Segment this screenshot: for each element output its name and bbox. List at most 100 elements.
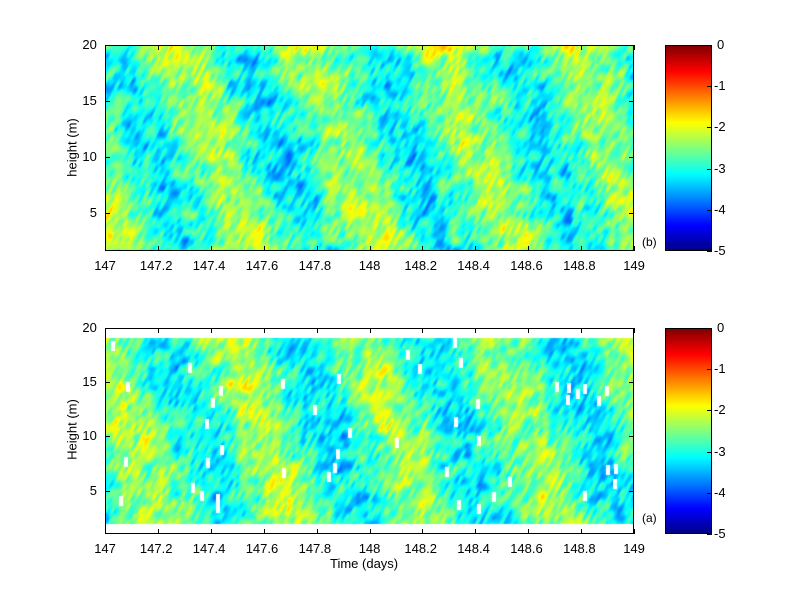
y-tick <box>105 156 110 158</box>
y-tick-label: 5 <box>89 204 97 220</box>
x-tick <box>475 529 477 534</box>
x-tick <box>369 529 371 534</box>
colorbar <box>665 328 711 534</box>
x-tick-label: 147 <box>94 541 116 556</box>
x-tick-label: 147.8 <box>298 258 332 273</box>
x-tick-label: 147.6 <box>245 258 279 273</box>
x-tick-label: 148.6 <box>510 541 543 556</box>
x-tick <box>528 246 530 251</box>
y-tick-label: 20 <box>82 320 97 335</box>
heatmap-b <box>105 45 634 251</box>
x-tick-label: 148.6 <box>510 258 543 273</box>
y-tick-right <box>629 436 634 438</box>
x-tick <box>105 529 106 534</box>
colorbar-tick <box>707 209 712 211</box>
colorbar-tick <box>707 534 712 535</box>
colorbar-tick <box>707 127 712 129</box>
colorbar-frame <box>665 45 712 251</box>
colorbar <box>665 45 711 251</box>
x-tick-top <box>210 45 212 50</box>
y-tick-label: 5 <box>89 482 97 498</box>
colorbar-tick-label: -3 <box>714 160 726 176</box>
x-tick-label: 147.4 <box>192 541 226 556</box>
y-tick <box>105 212 110 214</box>
y-tick <box>105 328 110 329</box>
x-tick <box>210 246 212 251</box>
x-tick-label: 148.8 <box>563 541 596 556</box>
x-tick-top <box>422 45 424 50</box>
x-tick-label: 147.2 <box>139 258 173 273</box>
x-tick <box>157 529 159 534</box>
colorbar-tick-label: -1 <box>714 361 726 377</box>
panel-label-b: (b) <box>642 235 657 249</box>
x-tick <box>634 246 635 251</box>
colorbar-tick-label: -2 <box>714 119 726 135</box>
colorbar-tick <box>707 492 712 494</box>
colorbar-tick-label: -4 <box>714 201 726 217</box>
colorbar-tick <box>707 86 712 88</box>
colorbar-tick-label: 0 <box>717 320 725 335</box>
x-tick-label: 148.8 <box>563 258 596 273</box>
x-tick <box>369 246 371 251</box>
colorbar-tick <box>707 328 712 329</box>
y-tick-label: 10 <box>82 428 97 444</box>
colorbar-tick-label: -5 <box>714 526 726 541</box>
x-tick <box>475 246 477 251</box>
x-tick-label: 148.2 <box>404 258 437 273</box>
x-tick <box>316 246 318 251</box>
x-tick-top <box>157 328 159 333</box>
colorbar-tick <box>707 451 712 453</box>
colorbar-tick <box>707 251 712 252</box>
y-tick-label: 10 <box>82 148 97 164</box>
x-tick <box>105 246 106 251</box>
y-axis-label-a: Height (m) <box>64 399 80 460</box>
x-tick-label: 149 <box>623 541 645 556</box>
y-tick-right <box>629 490 634 492</box>
x-tick <box>528 529 530 534</box>
y-tick-right <box>629 100 634 102</box>
x-tick-top <box>528 45 530 50</box>
x-tick-label: 147.6 <box>245 541 279 556</box>
x-tick-top <box>210 328 212 333</box>
colorbar-tick-label: -2 <box>714 402 726 418</box>
x-tick <box>157 246 159 251</box>
x-tick-top <box>475 45 477 50</box>
x-tick-label: 148.4 <box>457 541 490 556</box>
y-tick <box>105 436 110 438</box>
x-tick <box>422 529 424 534</box>
colorbar-tick <box>707 45 712 46</box>
x-tick-label: 149 <box>623 258 645 273</box>
y-tick-right <box>629 212 634 214</box>
colorbar-tick-label: 0 <box>717 37 725 52</box>
x-tick-top <box>105 45 106 50</box>
y-tick-label: 15 <box>82 374 97 390</box>
x-tick-top <box>634 328 635 333</box>
x-tick <box>422 246 424 251</box>
heatmap-a <box>105 328 634 534</box>
x-tick-top <box>581 45 583 50</box>
colorbar-tick <box>707 410 712 412</box>
x-tick-label: 147.2 <box>139 541 173 556</box>
colorbar-tick-label: -5 <box>714 243 726 258</box>
colorbar-tick-label: -4 <box>714 484 726 500</box>
x-tick <box>634 529 635 534</box>
colorbar-tick <box>707 168 712 170</box>
x-tick-top <box>263 45 265 50</box>
x-tick-label: 147.8 <box>298 541 332 556</box>
x-tick-top <box>263 328 265 333</box>
colorbar-tick <box>707 369 712 371</box>
y-tick-label: 20 <box>82 37 97 52</box>
y-tick <box>105 490 110 492</box>
x-axis-label: Time (days) <box>330 556 399 571</box>
x-tick <box>316 529 318 534</box>
axes-frame <box>105 45 634 251</box>
y-tick <box>105 382 110 384</box>
x-tick-label: 148 <box>358 541 381 556</box>
y-tick-right <box>629 382 634 384</box>
colorbar-frame <box>665 328 712 534</box>
x-tick-top <box>369 45 371 50</box>
x-tick <box>210 529 212 534</box>
x-tick-top <box>634 45 635 50</box>
y-tick-label: 15 <box>82 92 97 108</box>
